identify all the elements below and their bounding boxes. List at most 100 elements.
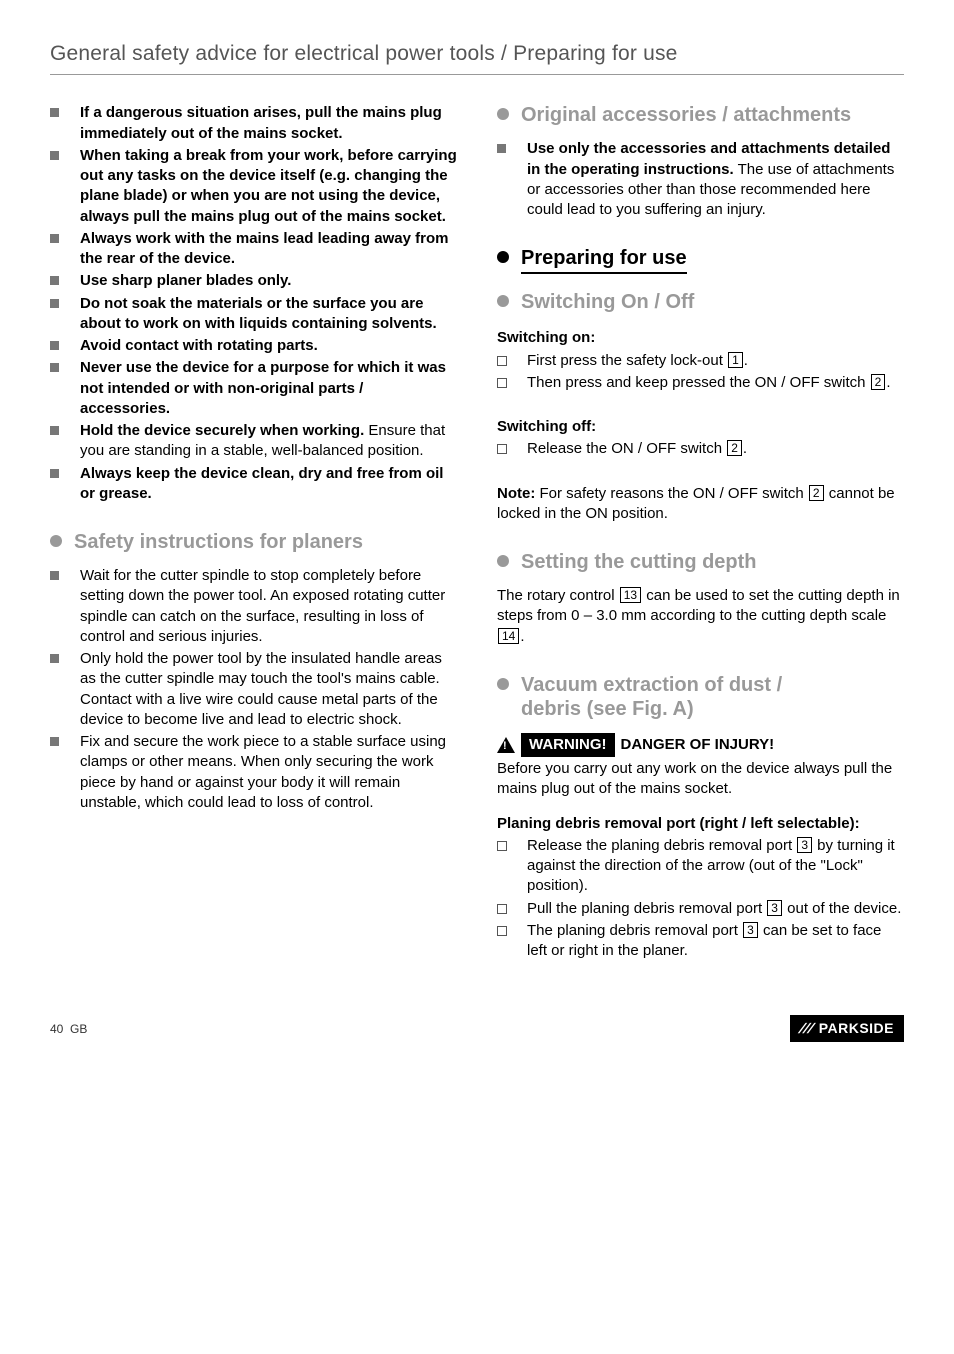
warning-triangle-icon xyxy=(497,737,515,753)
text: . xyxy=(744,352,748,369)
list-item-body: Use only the accessories and attachments… xyxy=(527,139,904,220)
list-item-body: Only hold the power tool by the insulate… xyxy=(80,649,457,730)
square-outline-icon xyxy=(497,356,509,366)
list-item: If a dangerous situation arises, pull th… xyxy=(50,103,457,144)
list-item-body: Release the ON / OFF switch 2. xyxy=(527,439,904,459)
text: debris (see Fig. A) xyxy=(521,698,694,720)
bold-text: Do not soak the materials or the surface… xyxy=(80,295,437,332)
list-item: Never use the device for a purpose for w… xyxy=(50,358,457,419)
square-bullet-icon xyxy=(50,341,62,350)
warning-row: WARNING! DANGER OF INJURY! xyxy=(497,733,904,757)
list-item-body: Wait for the cutter spindle to stop comp… xyxy=(80,566,457,647)
warning-body: Before you carry out any work on the dev… xyxy=(497,759,904,800)
list-item-body: Do not soak the materials or the surface… xyxy=(80,294,457,335)
subhead-port: Planing debris removal port (right / lef… xyxy=(497,814,904,834)
square-outline-icon xyxy=(497,904,509,914)
ref-number: 3 xyxy=(743,922,758,938)
text: out of the device. xyxy=(783,900,901,917)
switch-off-list: Release the ON / OFF switch 2. xyxy=(497,439,904,459)
square-bullet-icon xyxy=(50,151,62,160)
list-item-body: Pull the planing debris removal port 3 o… xyxy=(527,899,904,919)
bullet-dot-icon xyxy=(50,535,62,547)
list-item-body: Avoid contact with rotating parts. xyxy=(80,336,457,356)
heading-text: Safety instructions for planers xyxy=(74,530,363,554)
square-outline-icon xyxy=(497,841,509,851)
ref-number: 13 xyxy=(620,587,641,603)
text: First press the safety lock-out xyxy=(527,352,727,369)
brand-name: PARKSIDE xyxy=(819,1019,894,1038)
list-item: Hold the device securely when working. E… xyxy=(50,421,457,462)
text: Then press and keep pressed the ON / OFF… xyxy=(527,374,870,391)
right-column: Original accessories / attachments Use o… xyxy=(497,103,904,985)
text: Vacuum extraction of dust / xyxy=(521,674,782,696)
list-item-body: Use sharp planer blades only. xyxy=(80,271,457,291)
ref-number: 2 xyxy=(727,440,742,456)
warning-label: WARNING! xyxy=(521,733,615,757)
heading-text: Vacuum extraction of dust / debris (see … xyxy=(521,673,782,721)
square-outline-icon xyxy=(497,378,509,388)
text: Pull the planing debris removal port xyxy=(527,900,766,917)
square-bullet-icon xyxy=(50,299,62,308)
square-bullet-icon xyxy=(497,144,509,153)
square-bullet-icon xyxy=(50,571,62,580)
bold-text: Use sharp planer blades only. xyxy=(80,272,291,289)
text: Release the ON / OFF switch xyxy=(527,440,726,457)
heading-vacuum: Vacuum extraction of dust / debris (see … xyxy=(497,673,904,721)
list-item: Pull the planing debris removal port 3 o… xyxy=(497,899,904,919)
bold-text: If a dangerous situation arises, pull th… xyxy=(80,104,442,141)
planer-bullet-list: Wait for the cutter spindle to stop comp… xyxy=(50,566,457,813)
list-item: Only hold the power tool by the insulate… xyxy=(50,649,457,730)
list-item-body: First press the safety lock-out 1. xyxy=(527,351,904,371)
list-item: Use only the accessories and attachments… xyxy=(497,139,904,220)
bullet-dot-icon xyxy=(497,555,509,567)
text: The planing debris removal port xyxy=(527,922,742,939)
bold-text: Avoid contact with rotating parts. xyxy=(80,337,318,354)
list-item: Always keep the device clean, dry and fr… xyxy=(50,464,457,505)
bold-text: Never use the device for a purpose for w… xyxy=(80,359,446,417)
list-item: Avoid contact with rotating parts. xyxy=(50,336,457,356)
bullet-dot-icon xyxy=(497,678,509,690)
subhead-switch-off: Switching off: xyxy=(497,417,904,437)
page-num: 40 xyxy=(50,1022,63,1036)
ref-number: 3 xyxy=(767,900,782,916)
brand-stripes-icon: /// xyxy=(796,1019,816,1038)
list-item-body: Fix and secure the work piece to a stabl… xyxy=(80,732,457,813)
port-list: Release the planing debris removal port … xyxy=(497,836,904,962)
heading-text: Preparing for use xyxy=(521,246,687,274)
note-paragraph: Note: For safety reasons the ON / OFF sw… xyxy=(497,484,904,525)
list-item: The planing debris removal port 3 can be… xyxy=(497,921,904,962)
list-item: Then press and keep pressed the ON / OFF… xyxy=(497,373,904,393)
text: For safety reasons the ON / OFF switch xyxy=(535,485,808,502)
list-item-body: Always work with the mains lead leading … xyxy=(80,229,457,270)
text: The rotary control xyxy=(497,587,619,604)
text: . xyxy=(520,628,524,645)
bullet-dot-icon xyxy=(497,108,509,120)
square-bullet-icon xyxy=(50,234,62,243)
square-bullet-icon xyxy=(50,276,62,285)
square-outline-icon xyxy=(497,444,509,454)
ref-number: 3 xyxy=(797,837,812,853)
bullet-dot-icon xyxy=(497,295,509,307)
square-bullet-icon xyxy=(50,363,62,372)
heading-text: Switching On / Off xyxy=(521,290,694,314)
accessories-list: Use only the accessories and attachments… xyxy=(497,139,904,220)
list-item: First press the safety lock-out 1. xyxy=(497,351,904,371)
square-bullet-icon xyxy=(50,469,62,478)
page-footer: 40 GB /// PARKSIDE xyxy=(50,1015,904,1042)
bold-text: When taking a break from your work, befo… xyxy=(80,147,457,225)
text: . xyxy=(886,374,890,391)
heading-text: Original accessories / attachments xyxy=(521,103,851,127)
brand-badge: /// PARKSIDE xyxy=(790,1015,904,1042)
list-item-body: Always keep the device clean, dry and fr… xyxy=(80,464,457,505)
list-item: Always work with the mains lead leading … xyxy=(50,229,457,270)
list-item: Wait for the cutter spindle to stop comp… xyxy=(50,566,457,647)
ref-number: 1 xyxy=(728,352,743,368)
bold-text: Hold the device securely when working. xyxy=(80,422,364,439)
list-item-body: Hold the device securely when working. E… xyxy=(80,421,457,462)
list-item: Use sharp planer blades only. xyxy=(50,271,457,291)
text: Release the planing debris removal port xyxy=(527,837,796,854)
square-bullet-icon xyxy=(50,737,62,746)
list-item-body: The planing debris removal port 3 can be… xyxy=(527,921,904,962)
list-item-body: If a dangerous situation arises, pull th… xyxy=(80,103,457,144)
list-item: Do not soak the materials or the surface… xyxy=(50,294,457,335)
